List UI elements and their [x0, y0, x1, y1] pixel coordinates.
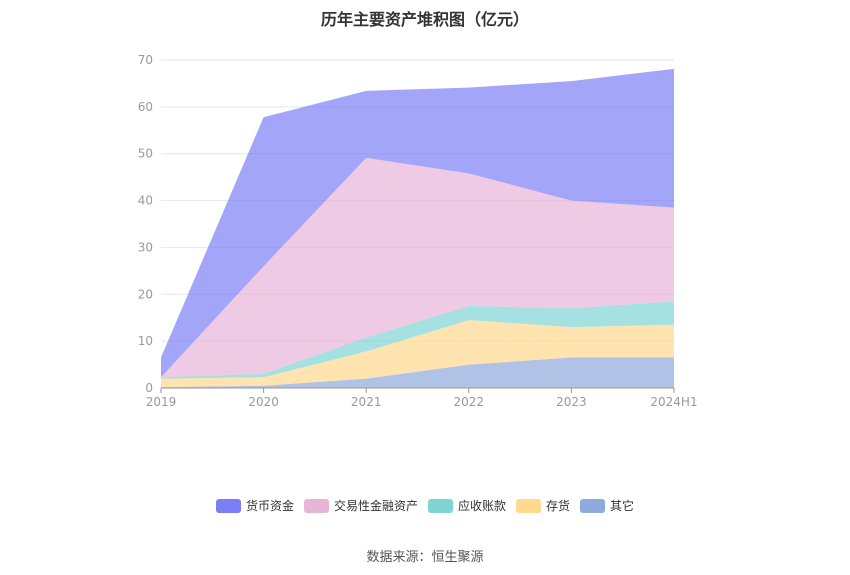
x-tick-label: 2022: [454, 395, 485, 409]
y-tick-label: 40: [138, 194, 153, 208]
y-tick-label: 60: [138, 100, 153, 114]
y-tick-label: 70: [138, 53, 153, 67]
chart-title: 历年主要资产堆积图（亿元）: [320, 10, 529, 29]
area-其它: [161, 357, 674, 388]
legend-label: 货币资金: [245, 499, 294, 513]
area-存货: [161, 320, 674, 388]
axes: 0 10 20 30 40 50 60 70 2019 2020 2021 2022 2023 2024H…: [138, 53, 698, 409]
legend-label: 其它: [610, 499, 635, 513]
legend-label: 存货: [546, 499, 571, 513]
legend-swatch: [580, 498, 606, 513]
y-tick-label: 10: [138, 334, 153, 348]
legend-item[interactable]: 存货: [516, 497, 570, 514]
y-tick-label: 50: [138, 147, 153, 161]
area-交易性金融资产: [161, 157, 674, 378]
y-tick-label: 20: [138, 287, 153, 301]
legend-label: 交易性金融资产: [333, 499, 418, 513]
y-tick-label: 30: [138, 240, 153, 254]
legend-swatch: [303, 498, 329, 513]
x-tick-label: 2019: [146, 395, 177, 409]
area-应收账款: [161, 301, 674, 379]
data-source: 数据来源：恒生聚源: [366, 550, 484, 565]
x-tick-label: 2020: [248, 395, 279, 409]
legend-item[interactable]: 其它: [580, 497, 634, 514]
x-tick-label: 2023: [556, 395, 587, 409]
legend-swatch: [516, 498, 541, 513]
legend: 货币资金 交易性金融资产 应收账款 存货 其它: [0, 497, 850, 514]
legend-item[interactable]: 交易性金融资产: [303, 497, 418, 514]
legend-swatch: [427, 498, 453, 513]
legend-swatch: [215, 498, 241, 513]
legend-item[interactable]: 应收账款: [427, 497, 506, 514]
legend-label: 应收账款: [457, 499, 506, 513]
x-tick-label: 2021: [351, 395, 382, 409]
x-tick-label: 2024H1: [650, 395, 697, 409]
area-货币资金: [161, 68, 674, 378]
y-tick-label: 0: [145, 381, 153, 395]
area-series: [161, 68, 674, 388]
legend-item[interactable]: 货币资金: [215, 497, 294, 514]
